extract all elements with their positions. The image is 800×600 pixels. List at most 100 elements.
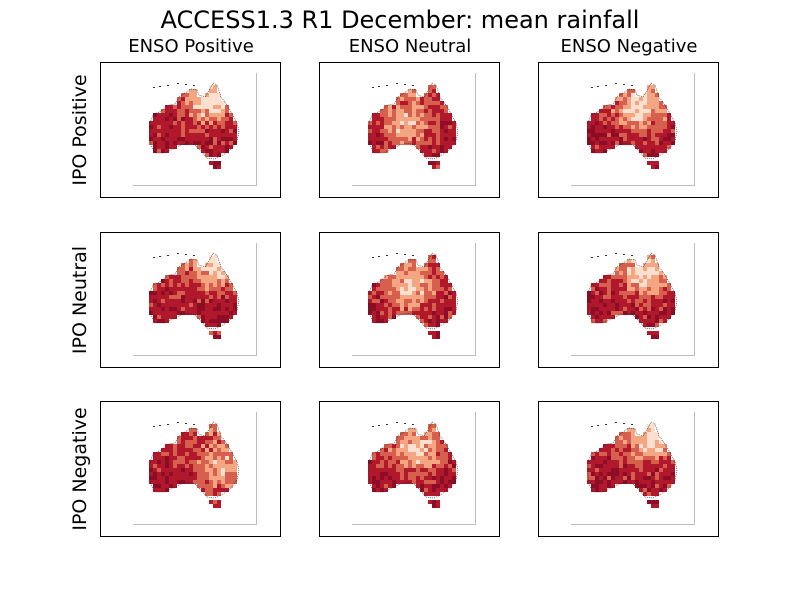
rainfall-cell: [448, 456, 452, 460]
rainfall-cell: [388, 279, 392, 283]
rainfall-cell: [193, 109, 197, 113]
rainfall-cell: [432, 488, 436, 492]
rainfall-cell: [607, 452, 611, 456]
rainfall-cell: [189, 464, 193, 468]
rainfall-cell: [173, 283, 177, 287]
rainfall-cell: [639, 117, 643, 121]
rainfall-cell: [209, 117, 213, 121]
rainfall-cell: [404, 468, 408, 472]
rainfall-cell: [627, 476, 631, 480]
rainfall-cell: [667, 137, 671, 141]
rainfall-cell: [189, 275, 193, 279]
rainfall-cell: [404, 291, 408, 295]
rainfall-cell: [412, 267, 416, 271]
rainfall-cell: [671, 121, 675, 125]
rainfall-cell: [452, 125, 456, 129]
rainfall-cell: [416, 307, 420, 311]
rainfall-cell: [667, 141, 671, 145]
rainfall-cell: [440, 295, 444, 299]
rainfall-cell: [221, 133, 225, 137]
rainfall-cell: [189, 133, 193, 137]
rainfall-cell: [372, 299, 376, 303]
rainfall-cell: [631, 259, 635, 263]
rainfall-cell: [161, 109, 165, 113]
rainfall-cell: [161, 448, 165, 452]
rainfall-cell: [647, 255, 651, 259]
rainfall-cell: [651, 291, 655, 295]
rainfall-cell: [424, 121, 428, 125]
rainfall-cell: [392, 315, 396, 319]
rainfall-cell: [424, 299, 428, 303]
rainfall-cell: [631, 299, 635, 303]
rainfall-cell: [376, 464, 380, 468]
rainfall-cell: [384, 145, 388, 149]
rainfall-cell: [599, 299, 603, 303]
rainfall-cell: [424, 476, 428, 480]
rainfall-cell: [169, 452, 173, 456]
rainfall-cell: [635, 267, 639, 271]
rainfall-cell: [440, 129, 444, 133]
rainfall-cell: [659, 137, 663, 141]
rainfall-cell: [599, 472, 603, 476]
rainfall-cell: [603, 311, 607, 315]
rainfall-cell: [213, 295, 217, 299]
rainfall-cell: [647, 287, 651, 291]
rainfall-cell: [173, 311, 177, 315]
australia-map: [587, 252, 678, 339]
rainfall-cell: [631, 460, 635, 464]
island-speck: [167, 255, 169, 256]
rainfall-cell: [619, 476, 623, 480]
rainfall-cell: [440, 109, 444, 113]
rainfall-cell: [651, 484, 655, 488]
rainfall-cell: [432, 161, 436, 165]
rainfall-cell: [671, 129, 675, 133]
rainfall-cell: [404, 109, 408, 113]
rainfall-cell: [428, 500, 432, 504]
rainfall-cell: [221, 307, 225, 311]
rainfall-cell: [376, 133, 380, 137]
rainfall-cell: [372, 315, 376, 319]
rainfall-cell: [185, 440, 189, 444]
rainfall-cell: [440, 452, 444, 456]
rainfall-cell: [440, 303, 444, 307]
rainfall-cell: [436, 504, 440, 508]
rainfall-cell: [396, 113, 400, 117]
rainfall-cell: [655, 165, 659, 169]
rainfall-cell: [651, 117, 655, 121]
rainfall-cell: [432, 113, 436, 117]
rainfall-cell: [388, 275, 392, 279]
rainfall-cell: [655, 307, 659, 311]
rainfall-cell: [384, 452, 388, 456]
rainfall-cell: [651, 89, 655, 93]
rainfall-cell: [631, 480, 635, 484]
rainfall-cell: [217, 472, 221, 476]
rainfall-cell: [420, 279, 424, 283]
rainfall-cell: [428, 105, 432, 109]
rainfall-cell: [635, 464, 639, 468]
rainfall-cell: [400, 472, 404, 476]
rainfall-cell: [647, 444, 651, 448]
rainfall-cell: [213, 315, 217, 319]
rainfall-cell: [404, 101, 408, 105]
rainfall-cell: [396, 440, 400, 444]
rainfall-cell: [213, 121, 217, 125]
rainfall-cell: [599, 303, 603, 307]
rainfall-cell: [209, 307, 213, 311]
rainfall-cell: [627, 311, 631, 315]
rainfall-cell: [599, 448, 603, 452]
rainfall-cell: [659, 452, 663, 456]
rainfall-cell: [651, 97, 655, 101]
rainfall-cell: [225, 295, 229, 299]
rainfall-cell: [595, 141, 599, 145]
rainfall-cell: [392, 484, 396, 488]
rainfall-cell: [197, 480, 201, 484]
rainfall-cell: [384, 117, 388, 121]
rainfall-cell: [209, 149, 213, 153]
rainfall-cell: [412, 283, 416, 287]
rainfall-cell: [149, 137, 153, 141]
rainfall-cell: [153, 476, 157, 480]
rainfall-cell: [428, 436, 432, 440]
rainfall-cell: [663, 295, 667, 299]
rainfall-cell: [396, 295, 400, 299]
rainfall-cell: [436, 287, 440, 291]
